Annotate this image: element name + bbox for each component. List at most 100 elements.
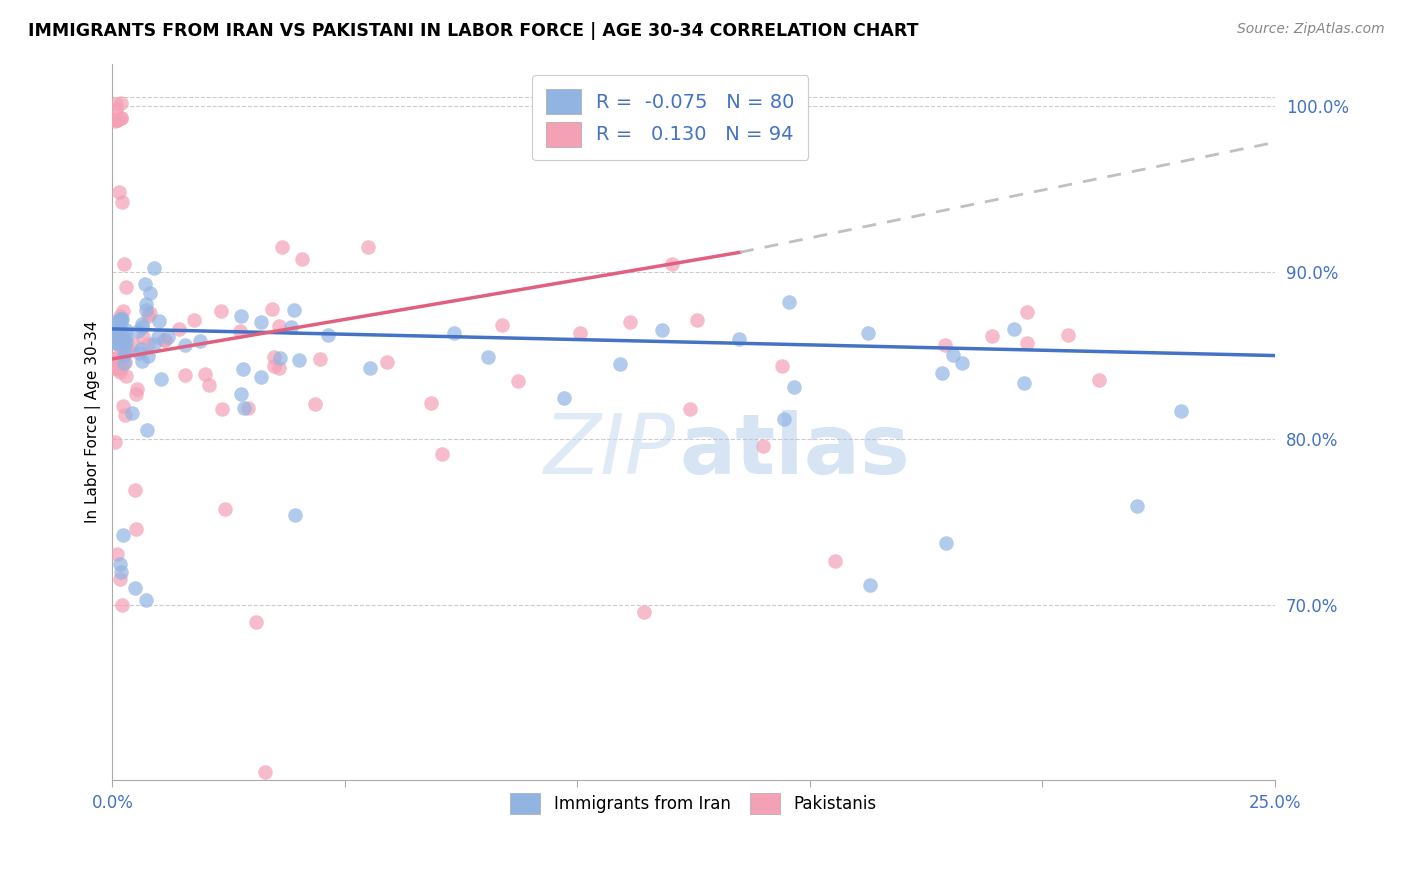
Point bbox=[125, 522, 148, 536]
Point bbox=[942, 348, 965, 362]
Point bbox=[110, 566, 132, 580]
Point bbox=[104, 435, 127, 450]
Point bbox=[112, 335, 135, 350]
Point bbox=[269, 351, 291, 366]
Point bbox=[291, 252, 314, 266]
Point bbox=[112, 348, 135, 362]
Point bbox=[174, 368, 197, 382]
Point bbox=[138, 306, 160, 320]
Point bbox=[183, 313, 205, 327]
Point bbox=[129, 343, 152, 357]
Point bbox=[773, 411, 796, 425]
Point bbox=[491, 318, 513, 333]
Point bbox=[271, 240, 294, 254]
Point bbox=[112, 355, 135, 369]
Point bbox=[105, 102, 128, 116]
Point bbox=[114, 335, 136, 350]
Point bbox=[136, 310, 159, 324]
Point bbox=[250, 315, 273, 329]
Point bbox=[262, 302, 284, 317]
Point bbox=[153, 333, 176, 347]
Point bbox=[357, 240, 380, 254]
Point bbox=[770, 359, 793, 373]
Point bbox=[267, 318, 290, 333]
Point bbox=[103, 333, 125, 347]
Point bbox=[107, 325, 129, 339]
Text: ZIP: ZIP bbox=[544, 410, 676, 491]
Point bbox=[214, 501, 236, 516]
Text: atlas: atlas bbox=[679, 410, 910, 491]
Point bbox=[131, 354, 153, 368]
Point bbox=[931, 366, 953, 380]
Point bbox=[108, 312, 131, 326]
Point bbox=[105, 337, 128, 351]
Legend: Immigrants from Iran, Pakistanis: Immigrants from Iran, Pakistanis bbox=[499, 780, 889, 826]
Point bbox=[232, 362, 254, 376]
Point bbox=[283, 302, 305, 317]
Point bbox=[229, 324, 252, 338]
Point bbox=[633, 605, 655, 619]
Point bbox=[309, 351, 332, 366]
Point bbox=[114, 355, 136, 369]
Point bbox=[105, 334, 128, 349]
Point bbox=[198, 378, 221, 392]
Point bbox=[950, 356, 973, 370]
Point bbox=[115, 330, 138, 344]
Point bbox=[128, 345, 150, 359]
Point bbox=[253, 764, 276, 779]
Point bbox=[419, 396, 441, 410]
Point bbox=[934, 338, 956, 352]
Point bbox=[112, 257, 135, 271]
Point bbox=[108, 572, 131, 586]
Point bbox=[778, 295, 800, 310]
Point bbox=[104, 113, 127, 128]
Point bbox=[105, 334, 128, 349]
Point bbox=[104, 351, 127, 366]
Point bbox=[263, 359, 285, 373]
Point bbox=[856, 326, 879, 340]
Point bbox=[115, 279, 138, 293]
Point bbox=[114, 332, 136, 346]
Point bbox=[104, 332, 127, 346]
Point bbox=[110, 335, 132, 350]
Point bbox=[112, 399, 135, 413]
Point bbox=[111, 333, 134, 347]
Point bbox=[443, 326, 465, 341]
Point bbox=[107, 361, 129, 376]
Point bbox=[131, 319, 153, 334]
Point bbox=[506, 374, 529, 388]
Point bbox=[477, 351, 499, 365]
Point bbox=[1015, 305, 1038, 319]
Point bbox=[112, 303, 135, 318]
Point bbox=[609, 357, 631, 371]
Point bbox=[103, 359, 125, 374]
Point bbox=[269, 361, 291, 376]
Point bbox=[110, 312, 132, 326]
Point bbox=[232, 401, 254, 416]
Point bbox=[108, 309, 131, 323]
Point bbox=[105, 113, 128, 128]
Point bbox=[194, 367, 217, 381]
Point bbox=[249, 370, 271, 384]
Point bbox=[134, 277, 156, 291]
Point bbox=[139, 285, 162, 300]
Point bbox=[188, 334, 211, 349]
Point bbox=[1002, 322, 1025, 336]
Point bbox=[108, 330, 131, 344]
Point bbox=[135, 302, 157, 317]
Point bbox=[114, 323, 136, 337]
Point bbox=[115, 368, 138, 383]
Point bbox=[280, 320, 302, 334]
Point bbox=[104, 360, 127, 375]
Point bbox=[114, 408, 136, 422]
Point bbox=[112, 348, 135, 362]
Point bbox=[209, 304, 232, 318]
Point bbox=[859, 577, 882, 591]
Point bbox=[107, 326, 129, 341]
Point bbox=[304, 397, 326, 411]
Point bbox=[1015, 335, 1038, 350]
Point bbox=[135, 297, 157, 311]
Text: IMMIGRANTS FROM IRAN VS PAKISTANI IN LABOR FORCE | AGE 30-34 CORRELATION CHART: IMMIGRANTS FROM IRAN VS PAKISTANI IN LAB… bbox=[28, 22, 918, 40]
Point bbox=[104, 320, 127, 334]
Point bbox=[231, 386, 253, 401]
